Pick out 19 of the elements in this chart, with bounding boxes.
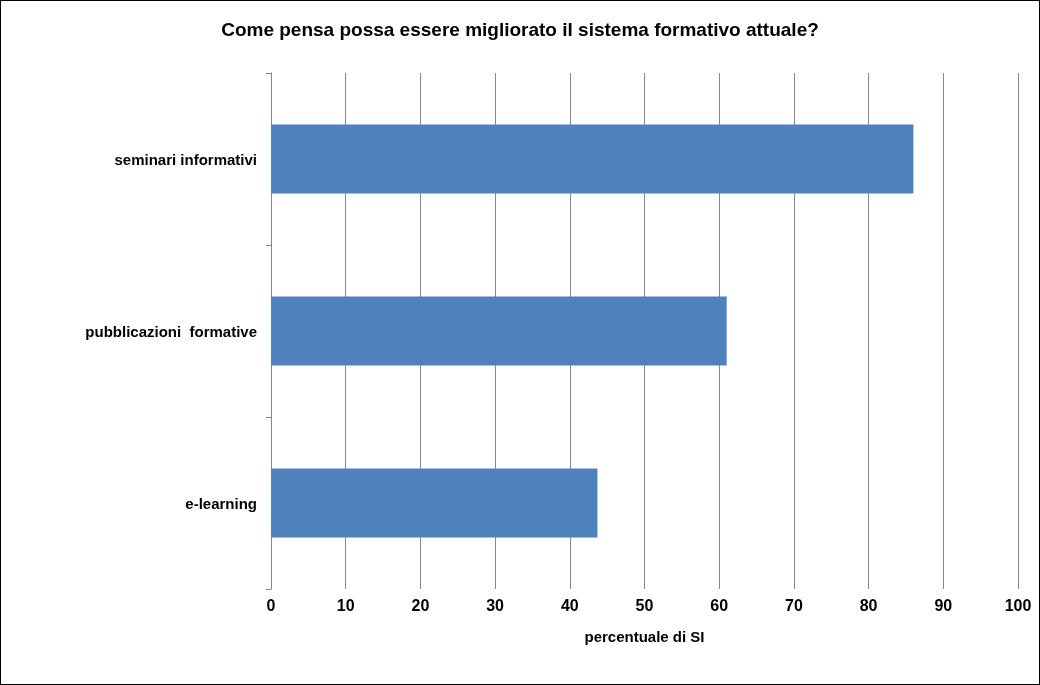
x-tick-label: 20 bbox=[411, 596, 430, 614]
x-tick-label: 40 bbox=[560, 596, 579, 614]
x-tick-label: 70 bbox=[785, 596, 803, 614]
bar bbox=[271, 468, 598, 538]
x-tick-label: 60 bbox=[710, 596, 729, 614]
y-tick-label: pubblicazioni formative bbox=[85, 322, 257, 340]
chart-title: Come pensa possa essere migliorato il sistema formativo attuale? bbox=[221, 19, 819, 40]
x-tick-label: 90 bbox=[934, 596, 953, 614]
x-tick-label: 10 bbox=[336, 596, 355, 614]
bar bbox=[271, 124, 914, 194]
y-tick-label: e-learning bbox=[185, 494, 257, 512]
x-axis-title: percentuale di SI bbox=[584, 628, 705, 645]
x-tick-label: 50 bbox=[635, 596, 654, 614]
x-tick-label: 100 bbox=[1004, 596, 1032, 614]
bar bbox=[271, 296, 727, 366]
x-tick-label: 80 bbox=[859, 596, 878, 614]
x-tick-label: 30 bbox=[486, 596, 505, 614]
y-tick-label: seminari informativi bbox=[114, 150, 257, 168]
x-tick-label: 0 bbox=[266, 596, 276, 614]
